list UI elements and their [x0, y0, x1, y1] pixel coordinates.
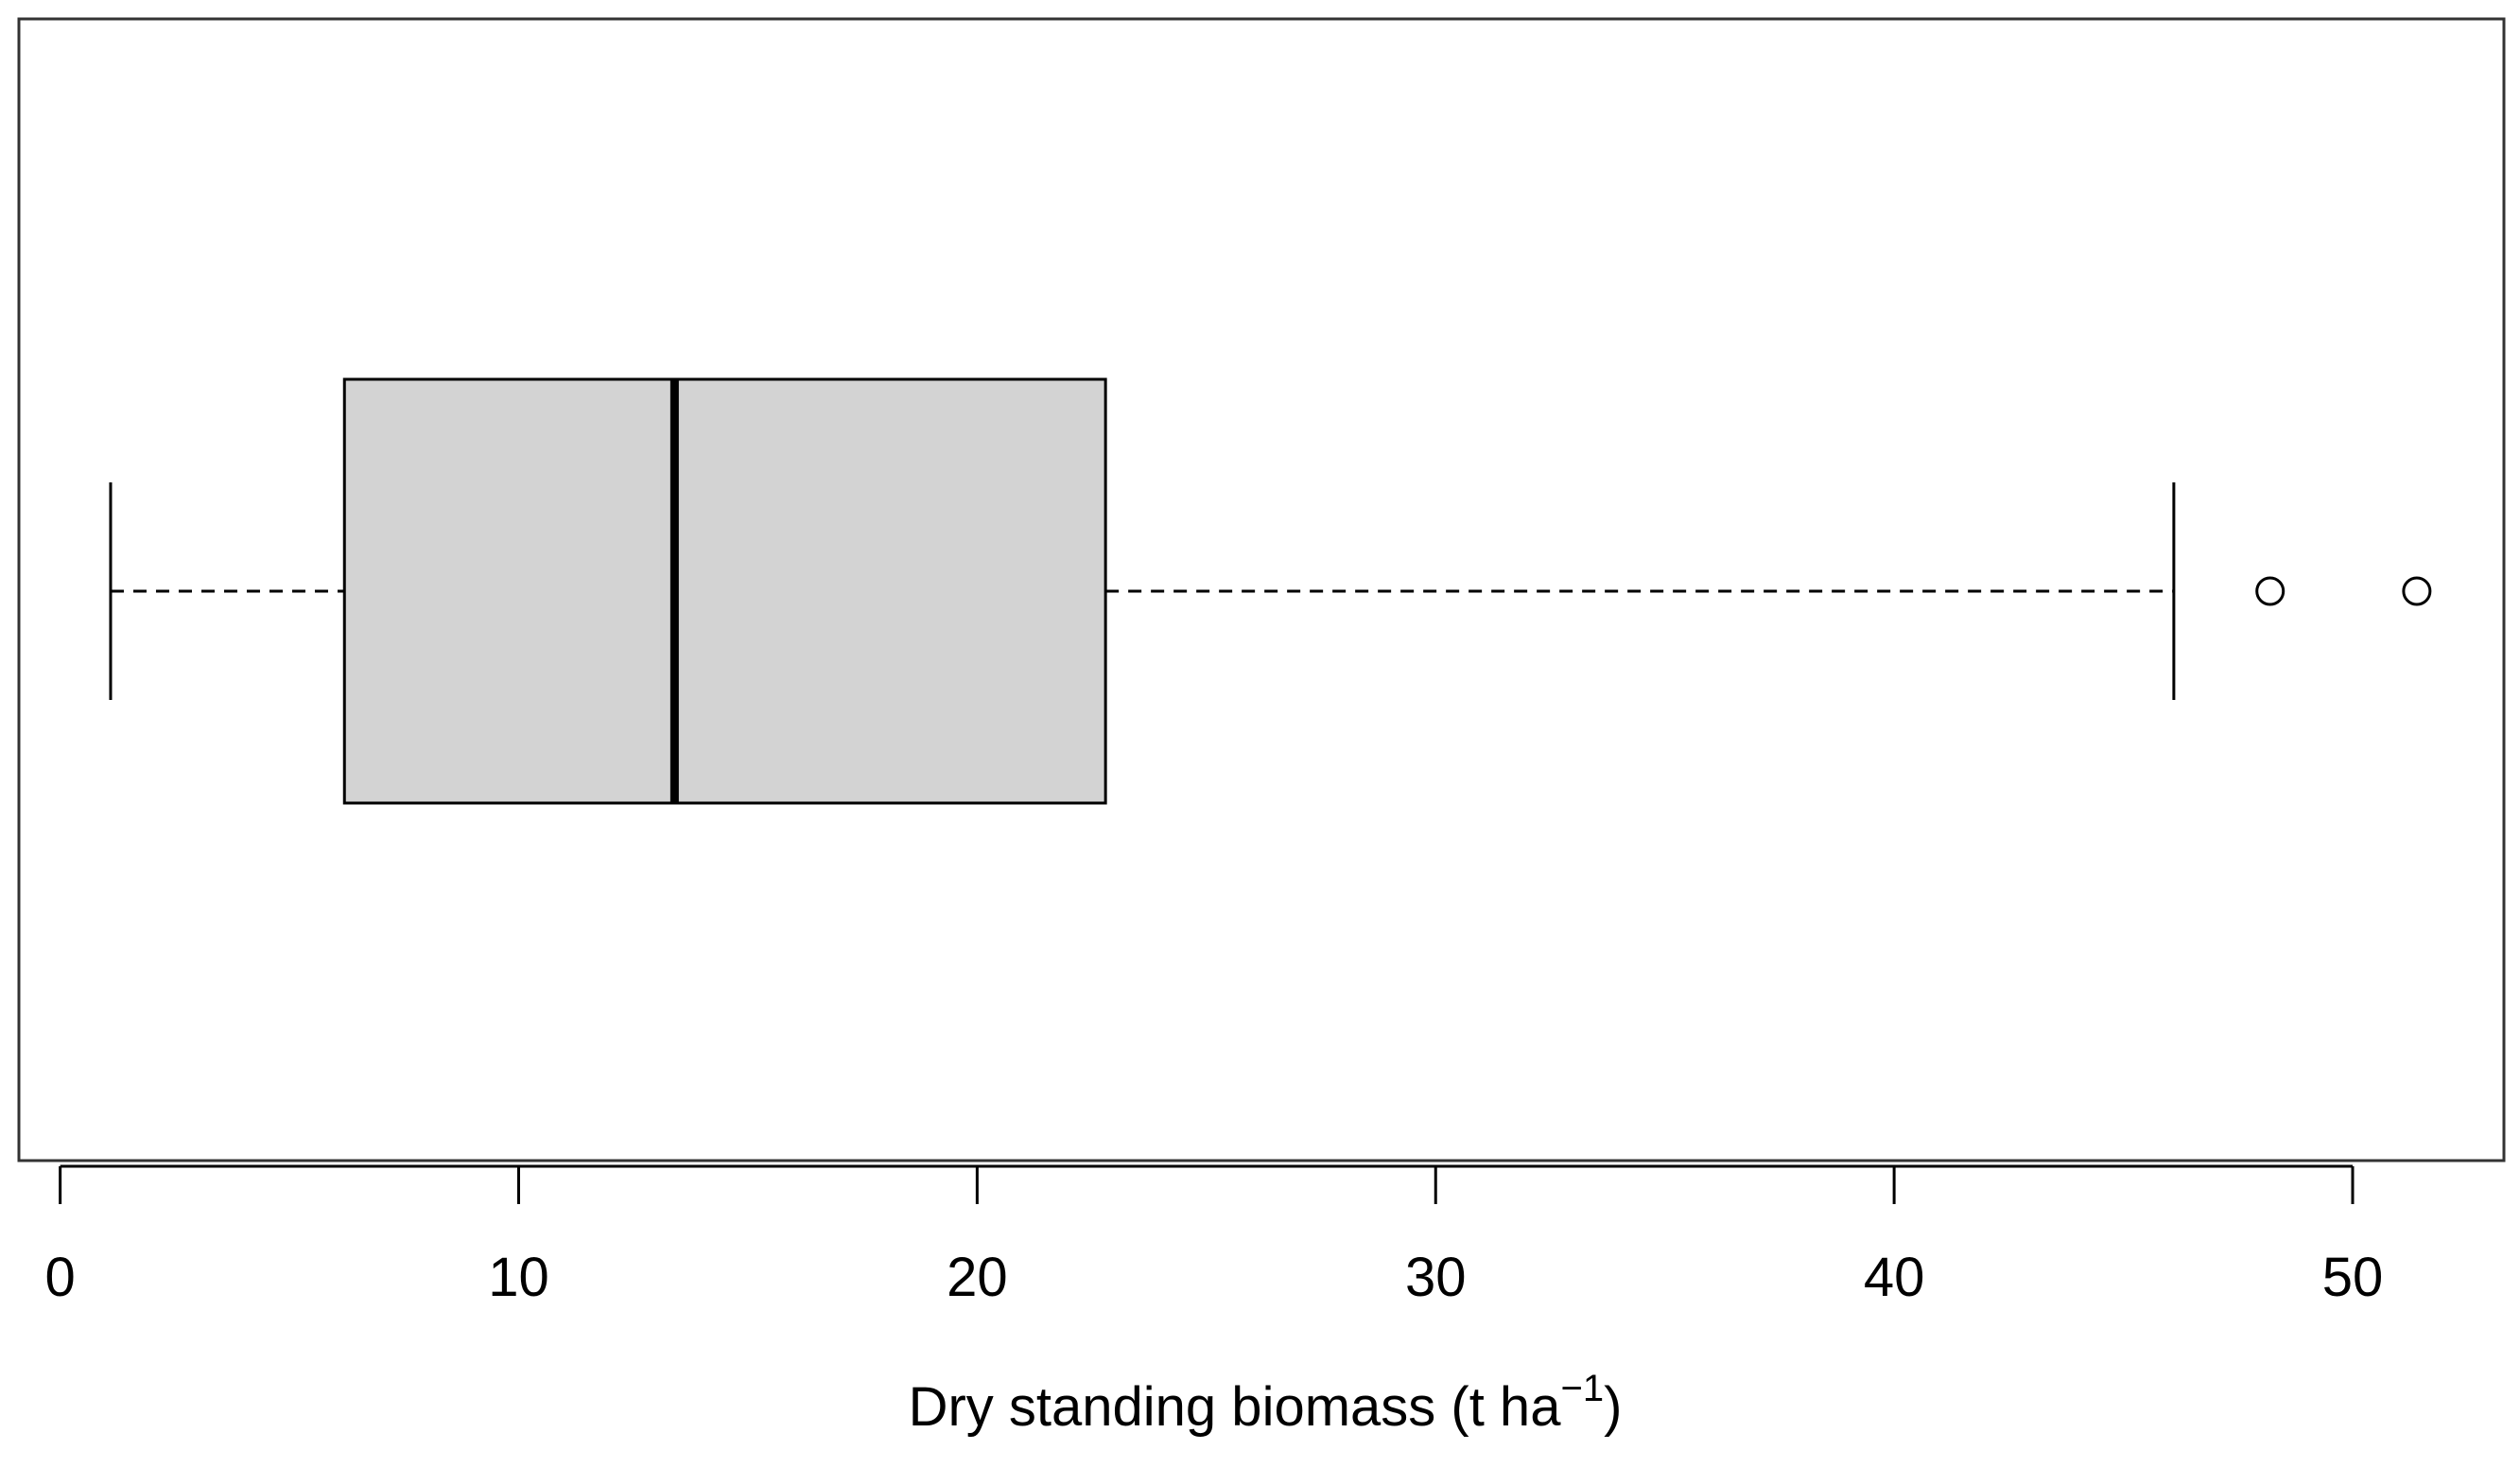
x-axis-title-superscript: −1	[1560, 1368, 1604, 1409]
outlier-points	[2255, 576, 2432, 606]
box-plot	[109, 377, 2176, 805]
x-axis-title-main: Dry standing biomass (t ha	[909, 1376, 1562, 1438]
outlier-point	[2255, 576, 2285, 606]
x-tick-label: 10	[488, 1247, 549, 1308]
x-axis-tick-labels: 0 10 20 30 40 50	[45, 1247, 2384, 1308]
outlier-point	[2402, 576, 2432, 606]
x-tick-label: 40	[1864, 1247, 1925, 1308]
interquartile-box	[342, 377, 1107, 805]
x-axis-title-close: )	[1604, 1376, 1622, 1438]
x-tick-label: 0	[45, 1247, 76, 1308]
x-axis-ticks	[59, 1166, 2355, 1204]
plot-frame	[17, 17, 2506, 1162]
x-tick-label: 50	[2322, 1247, 2384, 1308]
x-axis-title: Dry standing biomass (t ha−1)	[909, 1368, 1623, 1438]
x-tick-label: 20	[947, 1247, 1008, 1308]
x-tick-label: 30	[1405, 1247, 1467, 1308]
